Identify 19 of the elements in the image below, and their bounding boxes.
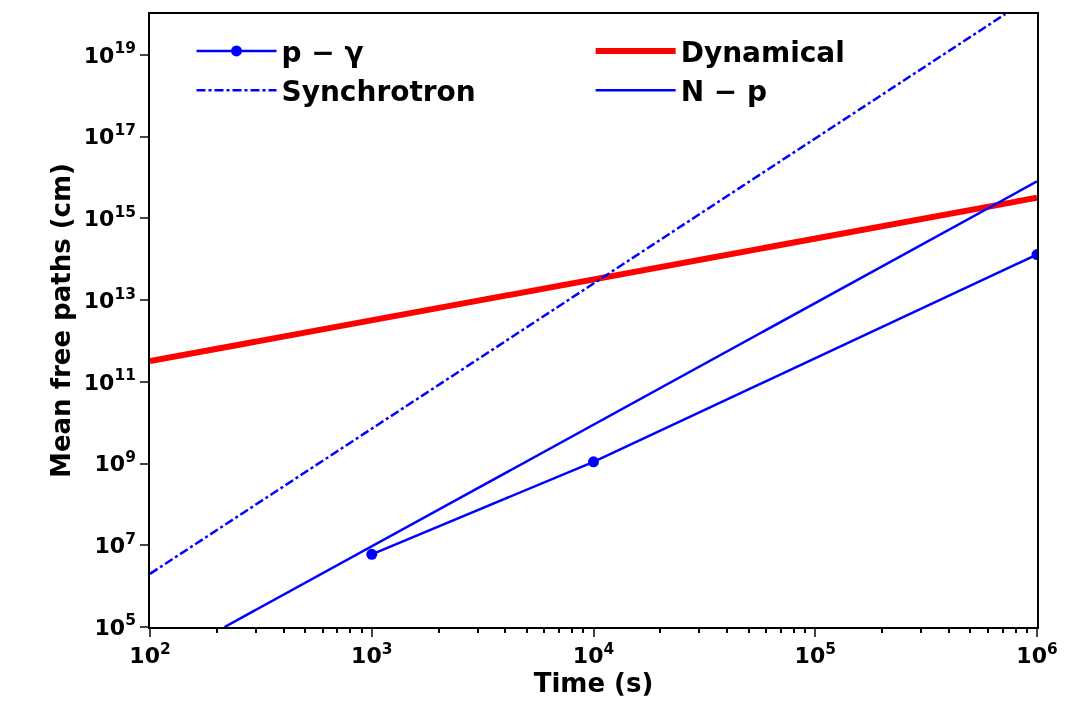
y-axis-title: Mean free paths (cm) [45,163,76,478]
x-tick-label: 10$^{3}$ [351,639,393,669]
legend-label: Dynamical [680,35,845,69]
legend-label: Synchrotron [281,75,476,109]
x-tick-label: 10$^{4}$ [572,639,615,669]
legend-label: N − p [680,75,768,109]
y-tick-label: 10$^{11}$ [83,366,136,395]
y-tick-label: 10$^{5}$ [94,611,136,640]
y-tick-label: 10$^{19}$ [83,39,136,68]
legend-label: p − γ [281,35,364,69]
y-tick-label: 10$^{7}$ [94,529,136,558]
x-tick-label: 10$^{5}$ [794,639,836,669]
y-tick-label: 10$^{13}$ [83,284,136,313]
y-tick-label: 10$^{9}$ [94,447,136,477]
y-tick-label: 10$^{17}$ [83,121,136,150]
x-tick-label: 10$^{2}$ [129,639,171,669]
x-tick-label: 10$^{6}$ [1016,639,1058,669]
x-axis-title: Time (s) [533,668,654,699]
y-tick-label: 10$^{15}$ [83,202,136,232]
